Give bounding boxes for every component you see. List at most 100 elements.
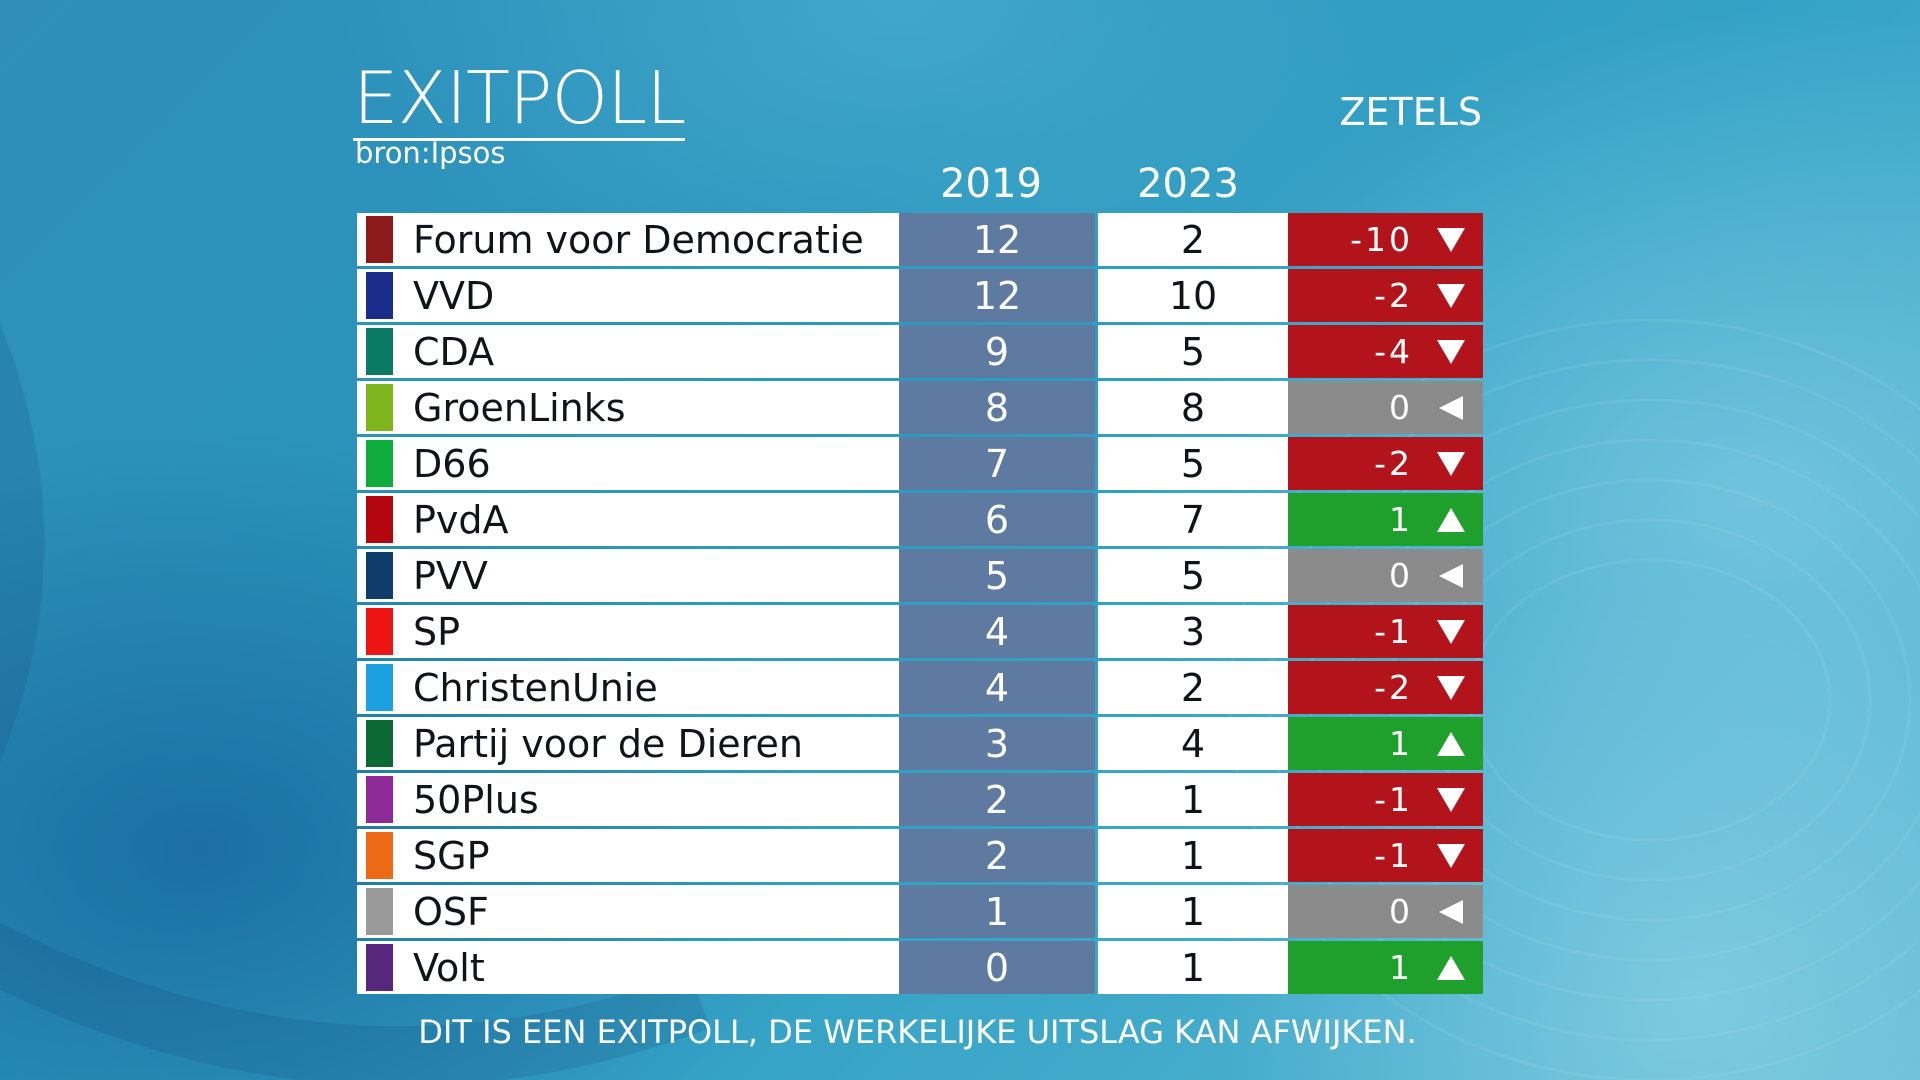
- seats-2019: 0: [899, 941, 1095, 994]
- arrow-down-icon: [1435, 226, 1467, 254]
- party-cell: Partij voor de Dieren: [357, 717, 899, 770]
- seats-header: ZETELS: [1339, 90, 1482, 134]
- seats-2019: 1: [899, 885, 1095, 938]
- party-color-swatch: [366, 272, 393, 319]
- party-name: Forum voor Democratie: [413, 217, 864, 262]
- party-name: PvdA: [413, 497, 509, 542]
- seat-change-value: 0: [1389, 892, 1413, 931]
- seats-2019: 12: [899, 213, 1095, 266]
- seats-2019: 12: [899, 269, 1095, 322]
- arrow-down-icon: [1435, 786, 1467, 814]
- seat-change: -1: [1288, 829, 1483, 882]
- party-cell: D66: [357, 437, 899, 490]
- table-row: Partij voor de Dieren 3 4 1: [357, 717, 1483, 770]
- seat-change-value: -1: [1374, 612, 1413, 651]
- seats-2019: 5: [899, 549, 1095, 602]
- seat-change: 1: [1288, 717, 1483, 770]
- party-cell: Forum voor Democratie: [357, 213, 899, 266]
- table-row: Volt 0 1 1: [357, 941, 1483, 994]
- seat-change-value: -1: [1374, 836, 1413, 875]
- table-row: SP 4 3 -1: [357, 605, 1483, 658]
- party-color-swatch: [366, 384, 393, 431]
- party-name: 50Plus: [413, 777, 539, 822]
- column-header-2019: 2019: [940, 161, 1042, 207]
- seats-2019: 2: [899, 773, 1095, 826]
- party-name: Partij voor de Dieren: [413, 721, 803, 766]
- party-cell: CDA: [357, 325, 899, 378]
- seat-change-value: 1: [1389, 500, 1413, 539]
- seat-change-value: 1: [1389, 948, 1413, 987]
- seats-2023: 1: [1098, 885, 1288, 938]
- party-name: D66: [413, 441, 491, 486]
- party-cell: GroenLinks: [357, 381, 899, 434]
- party-cell: PVV: [357, 549, 899, 602]
- seats-2019: 7: [899, 437, 1095, 490]
- party-cell: OSF: [357, 885, 899, 938]
- seats-2023: 7: [1098, 493, 1288, 546]
- arrow-left-icon: [1435, 394, 1467, 422]
- party-color-swatch: [366, 328, 393, 375]
- party-color-swatch: [366, 216, 393, 263]
- seats-2019: 3: [899, 717, 1095, 770]
- party-color-swatch: [366, 832, 393, 879]
- seats-2023: 1: [1098, 941, 1288, 994]
- seats-2023: 2: [1098, 661, 1288, 714]
- seat-change: -10: [1288, 213, 1483, 266]
- table-row: GroenLinks 8 8 0: [357, 381, 1483, 434]
- seats-2023: 5: [1098, 549, 1288, 602]
- seats-2023: 10: [1098, 269, 1288, 322]
- seat-change-value: -2: [1374, 276, 1413, 315]
- table-row: SGP 2 1 -1: [357, 829, 1483, 882]
- party-cell: SP: [357, 605, 899, 658]
- seats-2023: 5: [1098, 325, 1288, 378]
- table-row: D66 7 5 -2: [357, 437, 1483, 490]
- seats-2019: 8: [899, 381, 1095, 434]
- seat-change-value: -2: [1374, 668, 1413, 707]
- party-cell: 50Plus: [357, 773, 899, 826]
- party-name: VVD: [413, 273, 495, 318]
- party-name: SP: [413, 609, 461, 654]
- column-header-2023: 2023: [1137, 161, 1239, 207]
- party-color-swatch: [366, 440, 393, 487]
- page-title: EXITPOLL: [353, 56, 686, 141]
- seats-2023: 4: [1098, 717, 1288, 770]
- party-name: PVV: [413, 553, 488, 598]
- seats-2023: 1: [1098, 773, 1288, 826]
- seats-2023: 8: [1098, 381, 1288, 434]
- table-row: CDA 9 5 -4: [357, 325, 1483, 378]
- party-cell: PvdA: [357, 493, 899, 546]
- arrow-down-icon: [1435, 674, 1467, 702]
- party-name: Volt: [413, 945, 485, 990]
- seat-change: 0: [1288, 381, 1483, 434]
- seat-change: -2: [1288, 437, 1483, 490]
- arrow-down-icon: [1435, 282, 1467, 310]
- seat-change: -2: [1288, 661, 1483, 714]
- table-row: PVV 5 5 0: [357, 549, 1483, 602]
- disclaimer: DIT IS EEN EXITPOLL, DE WERKELIJKE UITSL…: [418, 1013, 1417, 1051]
- arrow-left-icon: [1435, 562, 1467, 590]
- party-color-swatch: [366, 776, 393, 823]
- table-row: 50Plus 2 1 -1: [357, 773, 1483, 826]
- arrow-down-icon: [1435, 338, 1467, 366]
- seat-change: 0: [1288, 549, 1483, 602]
- party-color-swatch: [366, 944, 393, 991]
- seat-change: 0: [1288, 885, 1483, 938]
- seat-change: 1: [1288, 941, 1483, 994]
- seats-2023: 2: [1098, 213, 1288, 266]
- party-color-swatch: [366, 496, 393, 543]
- arrow-down-icon: [1435, 842, 1467, 870]
- seats-2023: 5: [1098, 437, 1288, 490]
- party-name: ChristenUnie: [413, 665, 658, 710]
- arrow-left-icon: [1435, 898, 1467, 926]
- party-name: SGP: [413, 833, 490, 878]
- arrow-up-icon: [1435, 954, 1467, 982]
- seats-2019: 4: [899, 605, 1095, 658]
- seat-change: -2: [1288, 269, 1483, 322]
- table-row: VVD 12 10 -2: [357, 269, 1483, 322]
- party-cell: VVD: [357, 269, 899, 322]
- seats-2023: 3: [1098, 605, 1288, 658]
- arrow-down-icon: [1435, 618, 1467, 646]
- table-row: ChristenUnie 4 2 -2: [357, 661, 1483, 714]
- party-color-swatch: [366, 608, 393, 655]
- seat-change-value: 0: [1389, 388, 1413, 427]
